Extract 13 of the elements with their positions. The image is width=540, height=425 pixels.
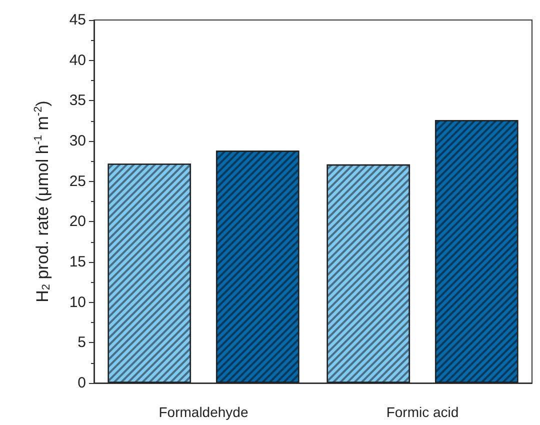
y-tick-label: 15 — [69, 254, 86, 270]
y-tick-label: 5 — [78, 334, 86, 352]
y-axis-title: H2 prod. rate (μmol h-1 m-2) — [32, 100, 52, 302]
y-tick-label: 10 — [69, 294, 86, 311]
y-tick-label: 20 — [69, 213, 86, 230]
x-tick-label: Formic acid — [386, 404, 459, 420]
y-tick-label: 25 — [69, 172, 86, 190]
y-tick-label: 30 — [69, 132, 86, 150]
y-tick-label: 40 — [69, 52, 86, 69]
y-tick-label: 45 — [69, 12, 86, 28]
x-tick-label: Formaldehyde — [158, 404, 248, 420]
y-tick-label: 0 — [78, 374, 86, 392]
y-tick-label: 35 — [69, 92, 86, 110]
